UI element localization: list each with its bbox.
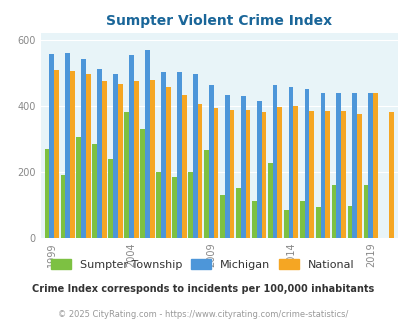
- Bar: [272, 85, 277, 238]
- Bar: [156, 172, 161, 238]
- Bar: [140, 129, 145, 238]
- Bar: [367, 93, 372, 238]
- Bar: [277, 107, 281, 238]
- Bar: [188, 172, 192, 238]
- Bar: [288, 87, 293, 238]
- Bar: [240, 96, 245, 238]
- Bar: [267, 163, 272, 238]
- Bar: [261, 112, 266, 238]
- Bar: [388, 112, 393, 238]
- Bar: [256, 101, 261, 238]
- Bar: [220, 195, 224, 238]
- Bar: [113, 74, 118, 238]
- Bar: [192, 74, 197, 238]
- Bar: [336, 93, 341, 238]
- Bar: [213, 108, 218, 238]
- Bar: [252, 201, 256, 238]
- Bar: [177, 72, 181, 238]
- Bar: [245, 110, 250, 238]
- Bar: [309, 111, 313, 238]
- Bar: [97, 69, 102, 238]
- Bar: [372, 93, 377, 238]
- Bar: [315, 207, 320, 238]
- Bar: [283, 210, 288, 238]
- Bar: [363, 185, 367, 238]
- Bar: [229, 110, 234, 238]
- Bar: [102, 81, 107, 238]
- Bar: [92, 144, 97, 238]
- Bar: [172, 177, 177, 238]
- Bar: [108, 159, 113, 238]
- Text: Crime Index corresponds to incidents per 100,000 inhabitants: Crime Index corresponds to incidents per…: [32, 284, 373, 294]
- Bar: [149, 80, 154, 238]
- Bar: [49, 54, 54, 238]
- Bar: [145, 50, 149, 238]
- Bar: [81, 59, 86, 238]
- Bar: [70, 71, 75, 238]
- Bar: [320, 93, 324, 238]
- Bar: [304, 89, 309, 238]
- Bar: [299, 201, 304, 238]
- Bar: [197, 104, 202, 238]
- Bar: [356, 114, 361, 238]
- Bar: [324, 111, 329, 238]
- Bar: [235, 188, 240, 238]
- Bar: [181, 95, 186, 238]
- Bar: [124, 112, 129, 238]
- Bar: [54, 70, 59, 238]
- Bar: [86, 74, 91, 238]
- Bar: [129, 55, 134, 238]
- Bar: [165, 87, 170, 238]
- Bar: [118, 84, 122, 238]
- Bar: [331, 185, 336, 238]
- Bar: [352, 93, 356, 238]
- Bar: [134, 81, 139, 238]
- Bar: [347, 206, 352, 238]
- Title: Sumpter Violent Crime Index: Sumpter Violent Crime Index: [106, 14, 331, 28]
- Legend: Sumpter Township, Michigan, National: Sumpter Township, Michigan, National: [47, 255, 358, 274]
- Bar: [204, 150, 208, 238]
- Bar: [45, 149, 49, 238]
- Bar: [341, 111, 345, 238]
- Bar: [224, 95, 229, 238]
- Bar: [76, 137, 81, 238]
- Bar: [161, 72, 165, 238]
- Bar: [208, 85, 213, 238]
- Text: © 2025 CityRating.com - https://www.cityrating.com/crime-statistics/: © 2025 CityRating.com - https://www.city…: [58, 310, 347, 319]
- Bar: [293, 106, 297, 238]
- Bar: [65, 53, 70, 238]
- Bar: [60, 175, 65, 238]
